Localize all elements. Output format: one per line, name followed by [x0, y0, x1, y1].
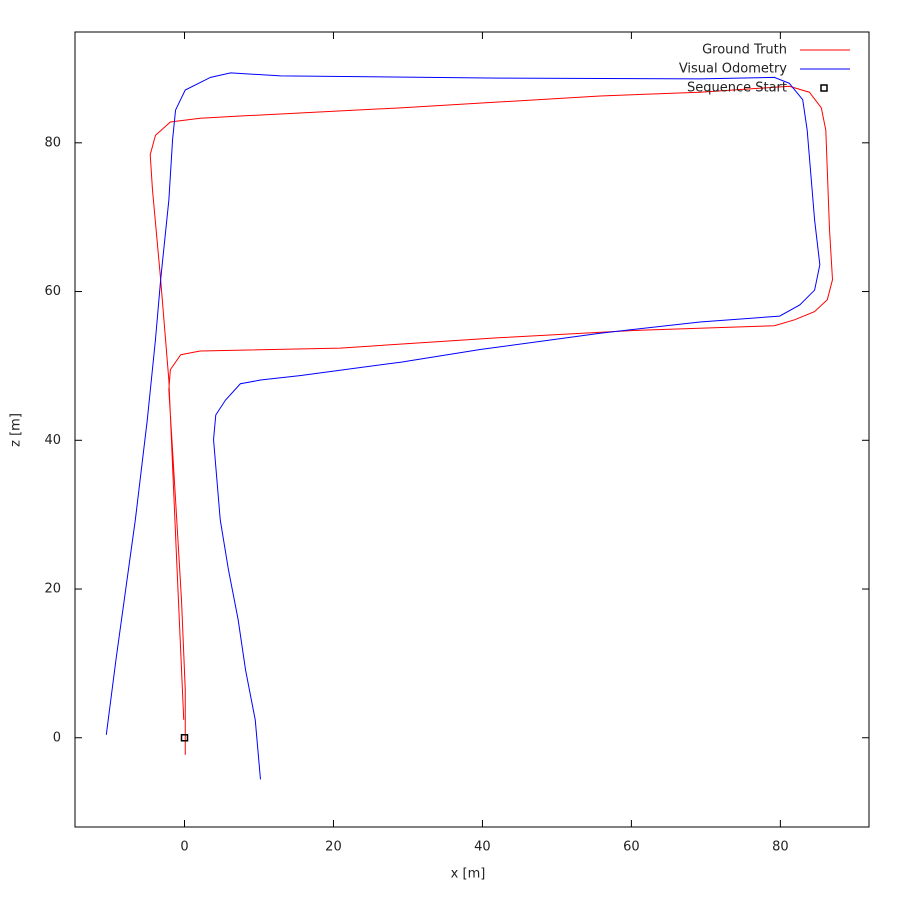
trajectory [149, 85, 834, 755]
y-tick-label: 20 [44, 582, 61, 597]
x-tick-label: 40 [474, 840, 491, 855]
y-tick-label: 80 [44, 135, 61, 150]
x-tick-label: 80 [772, 840, 789, 855]
legend-swatch [820, 84, 828, 92]
start-marker [180, 734, 189, 742]
y-tick-label: 60 [44, 284, 61, 299]
y-tick-label: 0 [53, 730, 61, 745]
y-tick-label: 40 [44, 433, 61, 448]
y-axis-label: z [m] [9, 413, 24, 447]
legend-label: Ground Truth [702, 43, 787, 58]
legend-label: Visual Odometry [679, 62, 787, 77]
legend-label: Sequence Start [687, 81, 787, 96]
x-tick-label: 60 [623, 840, 640, 855]
plot-frame [74, 31, 870, 828]
trajectory [105, 72, 821, 780]
x-tick-label: 0 [180, 840, 188, 855]
x-axis-label: x [m] [451, 867, 486, 882]
x-tick-label: 20 [325, 840, 342, 855]
